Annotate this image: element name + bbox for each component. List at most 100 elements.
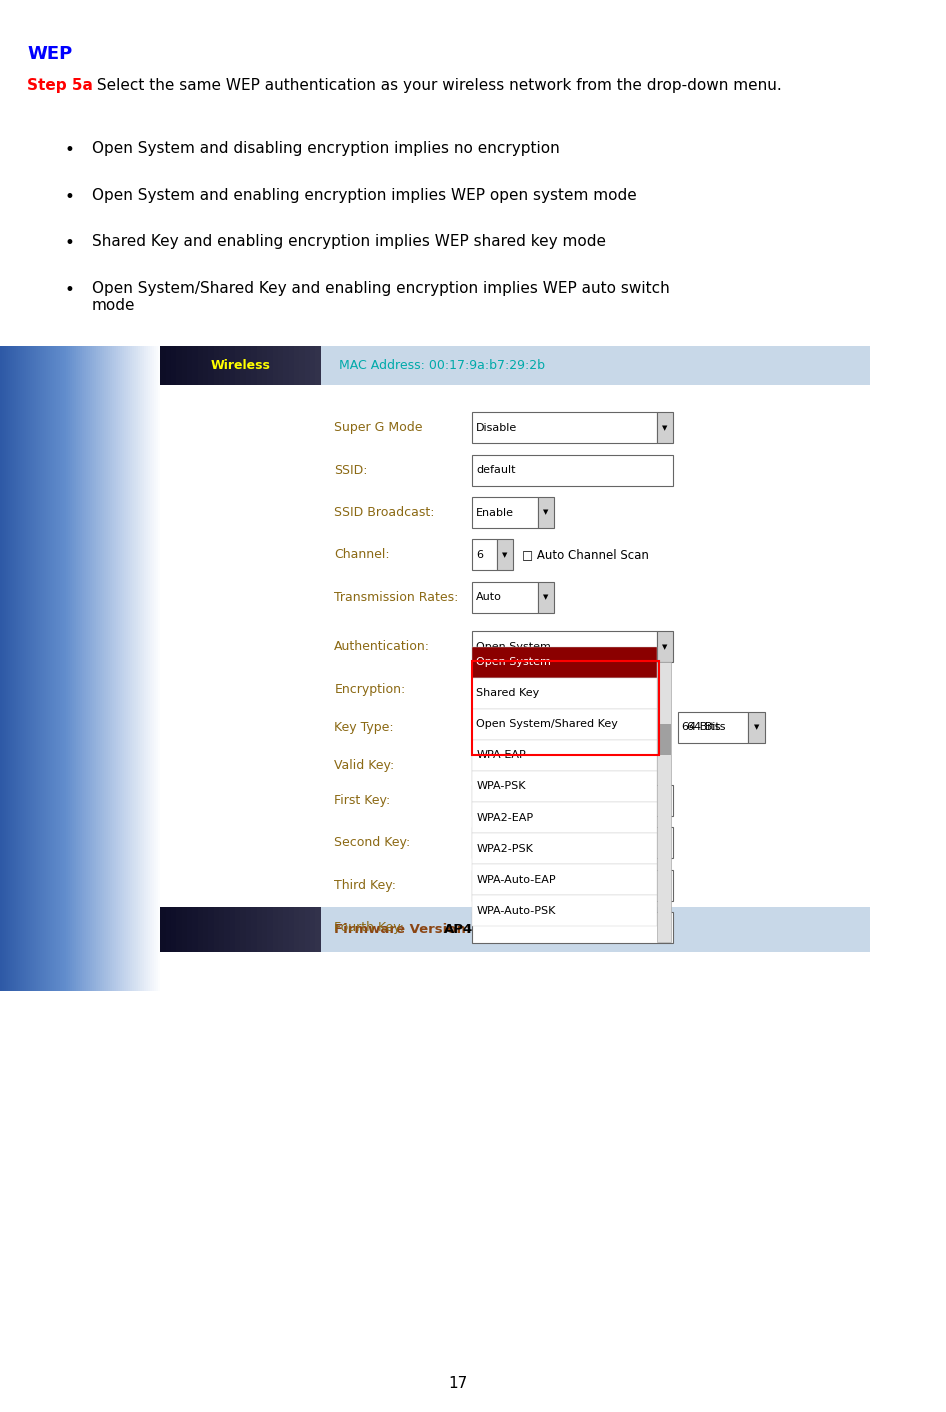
Text: Open System: Open System (477, 641, 552, 652)
Bar (472, 870, 674, 901)
Bar (116, 346, 119, 991)
Bar (131, 346, 133, 991)
Bar (262, 907, 268, 952)
Bar (176, 346, 183, 385)
Text: Shared Key: Shared Key (477, 688, 539, 699)
Bar (283, 907, 289, 952)
Text: WEP: WEP (27, 45, 73, 64)
Bar (10, 346, 13, 991)
Bar (158, 346, 161, 991)
Text: Select the same WEP authentication as your wireless network from the drop-down m: Select the same WEP authentication as yo… (92, 78, 781, 93)
Bar (267, 346, 273, 385)
Bar (315, 346, 322, 385)
Bar (4, 346, 7, 991)
Bar (198, 907, 204, 952)
Bar (472, 895, 657, 926)
Bar (106, 346, 109, 991)
Text: ▼: ▼ (543, 510, 549, 515)
Bar (208, 346, 215, 385)
Text: •: • (64, 188, 74, 206)
Text: Disable: Disable (477, 422, 517, 433)
Text: •: • (64, 234, 74, 253)
Bar (278, 346, 284, 385)
Text: default: default (477, 465, 516, 476)
Bar (145, 346, 148, 991)
Text: ● Disa: ● Disa (472, 682, 512, 696)
Bar (187, 346, 193, 385)
Bar (58, 346, 61, 991)
Text: Auto: Auto (477, 592, 502, 603)
Bar (86, 346, 89, 991)
Bar (2, 346, 5, 991)
Bar (149, 346, 151, 991)
Bar (166, 907, 172, 952)
Bar (44, 346, 47, 991)
Bar (198, 346, 204, 385)
Bar (79, 346, 81, 991)
Bar (98, 346, 101, 991)
Bar (0, 346, 3, 991)
Bar (497, 539, 513, 570)
Text: WPA-PSK: WPA-PSK (477, 781, 526, 792)
Bar (246, 346, 252, 385)
Text: Key Type:: Key Type: (334, 720, 394, 734)
Bar (136, 346, 139, 991)
Bar (519, 712, 536, 743)
Bar (166, 346, 172, 385)
Bar (90, 346, 93, 991)
Text: WPA-EAP: WPA-EAP (477, 750, 526, 761)
Text: ▼: ▼ (543, 594, 549, 600)
Bar (38, 346, 41, 991)
Bar (70, 346, 73, 991)
Bar (28, 346, 31, 991)
Bar (537, 582, 554, 613)
Bar (118, 346, 121, 991)
Text: Fourth Key:: Fourth Key: (334, 921, 404, 935)
Bar (126, 346, 130, 991)
Bar (30, 346, 33, 991)
Bar (236, 907, 241, 952)
Bar (56, 346, 59, 991)
Bar (472, 833, 657, 864)
Text: 64 Bits: 64 Bits (682, 722, 721, 733)
Bar (36, 346, 39, 991)
Bar (171, 907, 177, 952)
Text: AP431W.v100.r541.t579-51: AP431W.v100.r541.t579-51 (445, 922, 649, 936)
Bar (50, 346, 53, 991)
Bar (315, 907, 322, 952)
Bar (224, 346, 231, 385)
Text: Open System/Shared Key: Open System/Shared Key (477, 719, 619, 730)
Bar (104, 346, 107, 991)
Bar (124, 346, 127, 991)
Bar (657, 631, 674, 662)
Bar (256, 907, 263, 952)
Bar (472, 647, 657, 678)
Bar (203, 907, 209, 952)
Bar (240, 346, 247, 385)
Bar (219, 346, 225, 385)
Text: □ Auto Channel Scan: □ Auto Channel Scan (522, 548, 649, 562)
Bar (305, 907, 311, 952)
Bar (230, 346, 236, 385)
Text: •: • (64, 141, 74, 160)
Bar (68, 346, 71, 991)
Bar (262, 346, 268, 385)
Bar (100, 346, 103, 991)
Text: WPA2-EAP: WPA2-EAP (477, 812, 534, 823)
Bar (74, 346, 77, 991)
Bar (122, 346, 125, 991)
Text: HEX: HEX (477, 722, 499, 733)
Text: Open System: Open System (477, 657, 552, 668)
Bar (657, 412, 674, 443)
Text: Firmware Version:: Firmware Version: (334, 922, 472, 936)
Bar (294, 346, 300, 385)
Bar (48, 346, 51, 991)
Bar (26, 346, 29, 991)
Bar (42, 346, 45, 991)
Text: Authentication:: Authentication: (334, 640, 430, 654)
Bar (20, 346, 23, 991)
Bar (236, 346, 241, 385)
Bar (34, 346, 37, 991)
Bar (657, 724, 671, 755)
Bar (472, 750, 529, 781)
